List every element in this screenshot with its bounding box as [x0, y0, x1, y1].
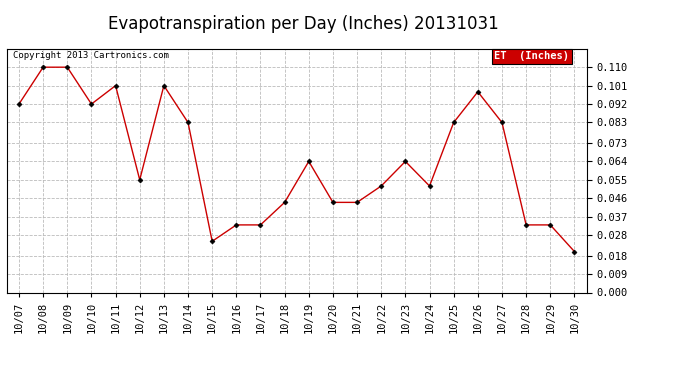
- Text: Evapotranspiration per Day (Inches) 20131031: Evapotranspiration per Day (Inches) 2013…: [108, 15, 499, 33]
- Text: Copyright 2013 Cartronics.com: Copyright 2013 Cartronics.com: [12, 51, 168, 60]
- Text: ET  (Inches): ET (Inches): [494, 51, 569, 61]
